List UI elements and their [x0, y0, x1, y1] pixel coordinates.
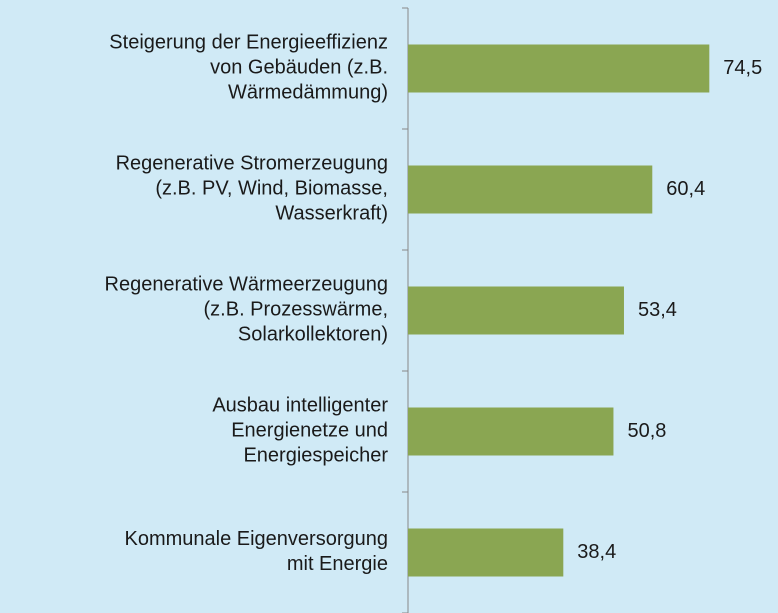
category-label-line: Wasserkraft) — [275, 203, 388, 225]
category-label: Ausbau intelligenter Energienetze und Ener… — [212, 395, 388, 467]
value-label: 50,8 — [627, 420, 666, 442]
category-label-line: Solarkollektoren) — [238, 324, 388, 346]
bar — [408, 286, 624, 335]
value-label: 53,4 — [638, 299, 677, 321]
bar — [408, 407, 614, 456]
category-label-line: Energiespeicher — [243, 445, 388, 467]
category-label-line: (z.B. Prozesswärme, — [204, 299, 388, 321]
category-label-line: von Gebäuden (z.B. — [210, 57, 388, 79]
category-label-line: Regenerative Wärmeerzeugung — [105, 274, 389, 296]
category-label: Kommunale Eigenversorgung mit Energie — [125, 528, 389, 575]
category-label-line: Kommunale Eigenversorgung — [125, 528, 389, 550]
bar — [408, 44, 710, 93]
value-label: 74,5 — [723, 57, 762, 79]
category-label-line: Wärmedämmung) — [228, 82, 388, 104]
category-label-line: Energienetze und — [231, 420, 388, 442]
category-label-line: (z.B. PV, Wind, Biomasse, — [155, 178, 388, 200]
category-label-line: Ausbau intelligenter — [212, 395, 388, 417]
value-label: 60,4 — [666, 178, 705, 200]
bar — [408, 528, 564, 577]
category-label: Regenerative Wärmeerzeugung (z.B. Prozess… — [105, 274, 389, 346]
category-label-line: Steigerung der Energieeffizienz — [109, 32, 388, 54]
category-label: Steigerung der Energieeffizienz von Gebäu… — [109, 32, 388, 104]
category-label-line: mit Energie — [287, 553, 388, 575]
value-label: 38,4 — [577, 541, 616, 563]
bar — [408, 165, 653, 214]
category-label-line: Regenerative Stromerzeugung — [116, 153, 388, 175]
category-label: Regenerative Stromerzeugung (z.B. PV, Win… — [116, 153, 388, 225]
